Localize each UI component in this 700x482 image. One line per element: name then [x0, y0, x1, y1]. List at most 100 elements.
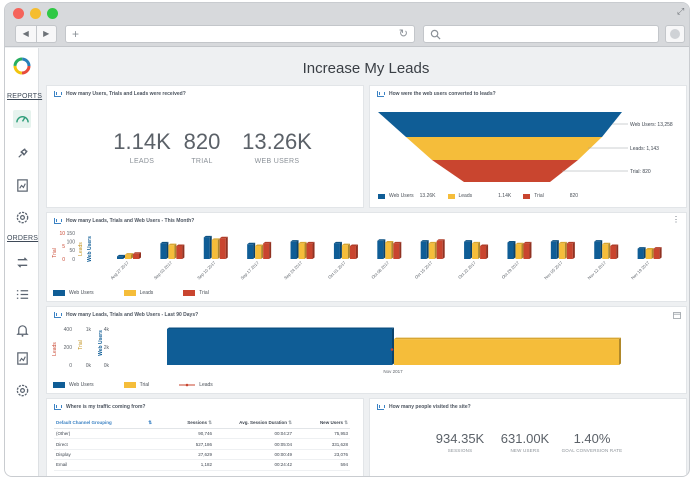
x-tick-label: Sep 17 2017 [240, 260, 261, 281]
fullscreen-icon[interactable]: ⤢ [677, 6, 685, 16]
table-row[interactable]: (Other) 90,746 00:04:27 75,953 [54, 428, 350, 440]
bar-trial[interactable] [480, 244, 489, 260]
legend-value: 820 [569, 193, 579, 199]
column-header-new-users[interactable]: New Users ⇅ [294, 418, 350, 429]
sort-icon[interactable]: ⇅ [148, 420, 152, 425]
legend-swatch [53, 290, 65, 296]
plug-icon[interactable] [13, 144, 31, 162]
axis-title-trial: Trial [78, 340, 84, 350]
settings-icon[interactable] [13, 208, 31, 226]
bar-web-users[interactable] [290, 240, 299, 259]
transfer-icon[interactable] [13, 253, 31, 271]
bar-leads[interactable] [341, 243, 350, 259]
address-bar[interactable]: + ↻ [65, 25, 415, 43]
bar-web-users[interactable] [377, 239, 386, 259]
reload-icon[interactable]: ↻ [398, 28, 408, 40]
legend-item[interactable]: Leads [179, 382, 213, 388]
funnel-trial[interactable] [432, 160, 578, 182]
bar-leads[interactable] [558, 241, 567, 259]
bar-trial[interactable] [566, 241, 575, 259]
table-row[interactable]: Display 27,629 00:00:49 23,076 [54, 449, 350, 461]
calendar-icon[interactable] [673, 311, 681, 319]
bar-web-users[interactable] [333, 241, 342, 259]
bar-web-users[interactable] [507, 241, 516, 259]
column-header-channel[interactable]: Default Channel Grouping ⇅ [54, 418, 154, 429]
report-icon-2[interactable] [13, 349, 31, 367]
funnel-web-users[interactable] [378, 112, 622, 137]
legend-item[interactable]: Trial [523, 193, 544, 199]
list-icon[interactable] [13, 285, 31, 303]
legend-item[interactable]: Web Users [53, 382, 94, 388]
extension-button[interactable] [665, 25, 685, 43]
forward-button[interactable]: ▶ [43, 29, 50, 38]
column-header-duration[interactable]: Avg. Session Duration ⇅ [214, 418, 294, 429]
bar-web-users[interactable] [464, 240, 473, 259]
bar-web-users[interactable] [247, 242, 256, 259]
reports-section-label[interactable]: REPORTS [7, 93, 43, 100]
bar-leads[interactable] [515, 242, 524, 259]
orders-section-label[interactable]: ORDERS [7, 235, 39, 242]
sort-icon[interactable]: ⇅ [288, 420, 292, 425]
maximize-window-button[interactable] [47, 8, 58, 19]
bar-leads[interactable] [211, 238, 220, 259]
speedometer-icon[interactable] [13, 110, 31, 128]
sort-icon[interactable]: ⇅ [344, 420, 348, 425]
bar-web-users[interactable] [594, 240, 603, 259]
bar-trial[interactable] [436, 239, 445, 259]
legend-item[interactable]: Leads [447, 193, 472, 199]
bar-web-users[interactable] [637, 247, 646, 259]
bar-leads[interactable] [385, 241, 394, 259]
funnel-leads[interactable] [406, 137, 602, 160]
table-row[interactable]: Email 1,182 00:24:42 594 [54, 459, 350, 471]
bar-trial[interactable] [523, 241, 532, 259]
bar-trial[interactable] [133, 252, 141, 259]
bar-leads[interactable] [168, 243, 177, 259]
bar-web-users[interactable] [203, 235, 212, 259]
bar-leads[interactable] [298, 241, 307, 259]
legend-label: Leads [139, 290, 154, 296]
line-point-leads[interactable] [390, 348, 394, 351]
x-tick-label: Nov 19 2017 [630, 260, 651, 281]
app-logo[interactable] [12, 56, 32, 76]
legend-value: 13.26K [419, 193, 436, 199]
close-window-button[interactable] [13, 8, 24, 19]
legend-item[interactable]: Trial [123, 382, 149, 388]
settings-icon-2[interactable] [13, 381, 31, 399]
bar-trial[interactable] [263, 241, 272, 259]
sort-icon[interactable]: ⇅ [208, 420, 212, 425]
report-icon[interactable] [13, 176, 31, 194]
bar-web-users[interactable] [160, 241, 169, 259]
minimize-window-button[interactable] [30, 8, 41, 19]
bar-leads[interactable] [255, 244, 264, 260]
bar-leads[interactable] [645, 247, 654, 259]
bar-leads[interactable] [428, 241, 437, 259]
bar-trial[interactable] [219, 236, 228, 259]
legend-item[interactable]: Web Users [53, 290, 94, 296]
bar-web-users[interactable] [167, 327, 394, 365]
browser-search-input[interactable] [423, 25, 659, 43]
bell-icon[interactable] [13, 321, 31, 339]
legend-item[interactable]: Web Users [378, 193, 414, 199]
bar-web-users[interactable] [550, 240, 559, 259]
bar-trial[interactable] [610, 244, 619, 260]
column-header-sessions[interactable]: Sessions ⇅ [154, 418, 214, 429]
legend-item[interactable]: Leads [123, 290, 154, 296]
bar-web-users[interactable] [117, 254, 125, 259]
bar-trial[interactable] [394, 337, 621, 365]
legend-item[interactable]: Trial [183, 290, 209, 296]
x-tick-label: Sep 24 2017 [283, 260, 304, 281]
bar-trial[interactable] [176, 244, 185, 260]
bar-leads[interactable] [472, 241, 481, 259]
bar-web-users[interactable] [420, 240, 429, 259]
bar-trial[interactable] [349, 244, 358, 260]
more-options-icon[interactable]: ⋮ [672, 215, 680, 224]
web-users-tick-label: 100 [67, 239, 76, 245]
bar-trial[interactable] [653, 247, 662, 259]
bar-trial[interactable] [393, 241, 402, 259]
bar-leads[interactable] [125, 253, 133, 259]
new-tab-icon[interactable]: + [72, 27, 80, 41]
back-button[interactable]: ◀ [16, 26, 37, 42]
bar-leads[interactable] [602, 242, 611, 259]
table-row[interactable]: Direct 527,186 00:05:04 331,628 [54, 438, 350, 450]
bar-trial[interactable] [306, 241, 315, 259]
